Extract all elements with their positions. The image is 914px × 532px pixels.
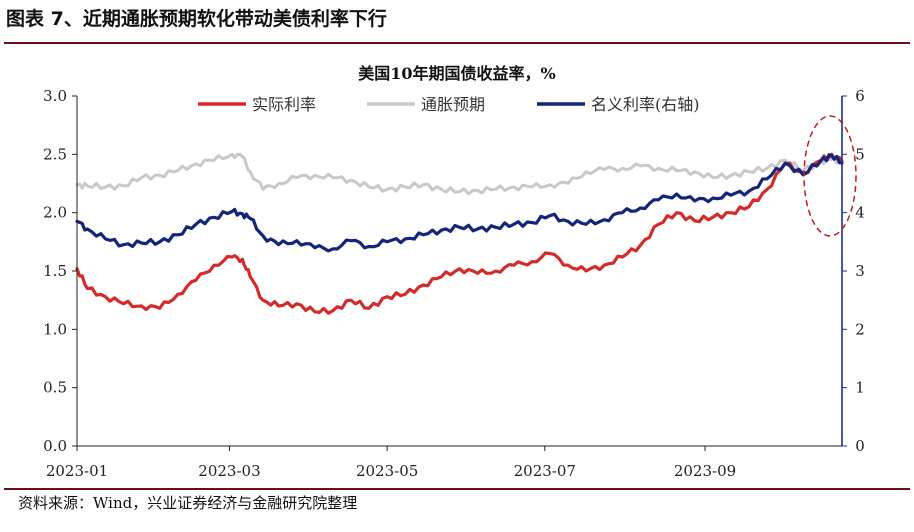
highlight-ellipse	[803, 115, 857, 237]
figure-title: 图表 7、近期通胀预期软化带动美债利率下行	[6, 8, 387, 30]
chart-title: 美国10年期国债收益率，%	[358, 64, 555, 83]
legend-label-0: 实际利率	[252, 95, 316, 114]
x-tick-label: 2023-07	[514, 462, 576, 480]
y-left-tick-label: 1.5	[43, 262, 67, 280]
x-tick-label: 2023-05	[356, 462, 418, 480]
y-right-tick-label: 0	[855, 437, 865, 455]
x-tick-label: 2023-01	[46, 462, 108, 480]
y-right-tick-label: 6	[855, 87, 865, 105]
y-right-tick-label: 5	[855, 145, 865, 163]
axes-layer: 0.0 0.5 1.0 1.5 2.0 2.5 3.0 0 1 2 3 4 5 6 2023-01 2023-…	[43, 87, 865, 480]
source-note: 资料来源：Wind，兴业证券经济与金融研究院整理	[18, 494, 358, 512]
legend: 实际利率 通胀预期 名义利率(右轴)	[198, 95, 700, 114]
chart: 美国10年期国债收益率，% 实际利率 通胀预期 名义利率(右轴) 0.0 0.5 1.0…	[43, 64, 865, 480]
x-tick-label: 2023-09	[674, 462, 736, 480]
footer-rule	[4, 488, 910, 490]
y-left-tick-label: 1.0	[43, 320, 67, 338]
series-layer	[75, 152, 844, 315]
y-left-tick-label: 2.0	[43, 204, 67, 222]
y-right-tick-label: 1	[855, 379, 865, 397]
series-line-2	[75, 153, 844, 253]
y-right-tick-label: 4	[855, 204, 865, 222]
legend-label-1: 通胀预期	[421, 95, 485, 114]
header-rule	[4, 42, 910, 44]
y-left-tick-label: 2.5	[43, 145, 67, 163]
y-right-tick-label: 2	[855, 320, 865, 338]
x-tick-label: 2023-03	[198, 462, 260, 480]
y-right-tick-label: 3	[855, 262, 865, 280]
y-left-tick-label: 3.0	[43, 87, 67, 105]
series-line-0	[75, 152, 844, 315]
series-line-1	[75, 152, 844, 196]
y-left-tick-label: 0.0	[43, 437, 67, 455]
y-left-tick-label: 0.5	[43, 379, 67, 397]
legend-label-2: 名义利率(右轴)	[591, 95, 700, 114]
